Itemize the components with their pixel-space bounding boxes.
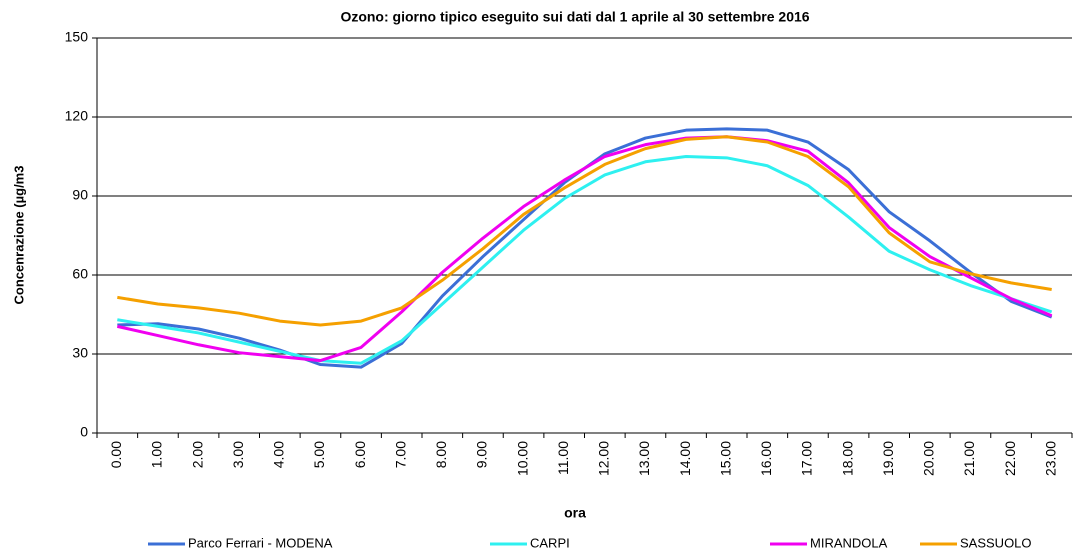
series-line	[116, 135, 1053, 363]
legend-label: MIRANDOLA	[810, 535, 888, 550]
y-tick-label: 0	[80, 424, 88, 440]
x-tick-label: 3.00	[230, 441, 246, 468]
legend-label: CARPI	[530, 535, 570, 550]
y-tick-label: 90	[72, 187, 88, 203]
x-tick-label: 4.00	[271, 441, 287, 468]
x-tick-label: 1.00	[149, 441, 165, 468]
x-tick-label: 11.00	[555, 441, 571, 475]
x-tick-label: 9.00	[474, 441, 490, 468]
x-tick-label: 7.00	[392, 441, 408, 468]
x-axis-label: ora	[564, 505, 586, 521]
x-tick-label: 19.00	[880, 441, 896, 476]
x-tick-label: 15.00	[717, 441, 733, 476]
x-tick-label: 12.00	[596, 441, 612, 476]
chart-title: Ozono: giorno tipico eseguito sui dati d…	[340, 9, 809, 25]
x-tick-label: 10.00	[514, 441, 530, 476]
y-tick-label: 60	[72, 266, 88, 282]
y-tick-label: 120	[65, 108, 89, 124]
x-tick-label: 23.00	[1042, 441, 1058, 476]
series-line	[117, 135, 1052, 327]
series-line	[117, 155, 1053, 365]
x-tick-label: 13.00	[636, 441, 652, 476]
y-tick-label: 30	[72, 345, 88, 361]
legend-label: Parco Ferrari - MODENA	[188, 535, 333, 550]
x-tick-label: 6.00	[352, 441, 368, 468]
x-tick-label: 14.00	[677, 441, 693, 476]
legend-label: SASSUOLO	[960, 535, 1032, 550]
x-tick-label: 5.00	[311, 441, 327, 468]
x-tick-label: 2.00	[189, 441, 205, 468]
x-tick-label: 0.00	[108, 441, 124, 468]
x-tick-label: 21.00	[961, 441, 977, 476]
x-tick-label: 20.00	[921, 441, 937, 476]
x-tick-label: 8.00	[433, 441, 449, 468]
y-tick-label: 150	[65, 29, 89, 45]
x-tick-label: 16.00	[758, 441, 774, 476]
x-tick-label: 18.00	[839, 441, 855, 476]
y-axis-label: Concenrazione (µg/m3	[11, 166, 26, 305]
x-tick-label: 22.00	[1002, 441, 1018, 476]
x-tick-label: 17.00	[799, 441, 815, 476]
